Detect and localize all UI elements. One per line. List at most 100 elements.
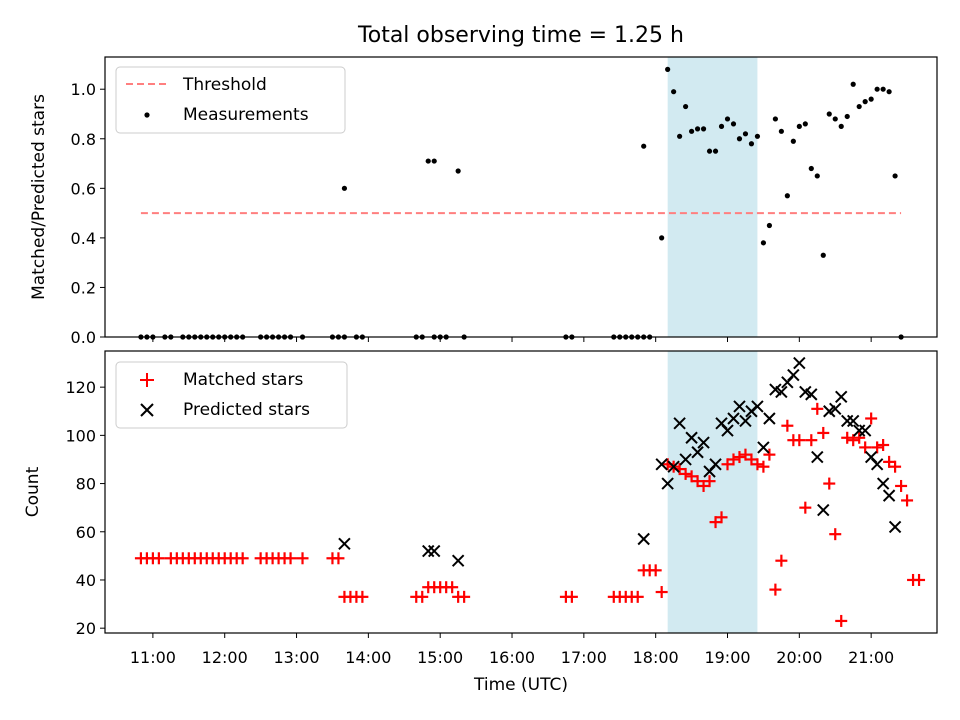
- x-tick-label: 21:00: [848, 648, 894, 667]
- measurement-point: [862, 99, 868, 105]
- matched-star-point: [703, 475, 716, 488]
- measurement-point: [868, 96, 874, 102]
- predicted-star-point: [846, 414, 860, 428]
- matched-star-point: [847, 434, 860, 447]
- predicted-star-point: [673, 417, 686, 430]
- bottom-y-tick-label: 20: [76, 619, 96, 638]
- measurement-point: [772, 116, 778, 122]
- matched-star-point: [631, 590, 644, 603]
- measurement-point: [425, 158, 431, 164]
- matched-star-point: [817, 426, 830, 439]
- measurement-point: [665, 66, 671, 72]
- measurement-point: [431, 158, 437, 164]
- matched-star-point: [877, 439, 890, 451]
- measurement-point: [724, 116, 731, 122]
- bottom-y-axis-label: Count: [23, 466, 43, 517]
- matched-star-point: [799, 501, 812, 514]
- predicted-star-point: [793, 356, 806, 370]
- x-axis-label: Time (UTC): [473, 675, 568, 695]
- measurement-point: [677, 133, 683, 139]
- top-panel: 0.0 0.2 0.4 0.6 0.8 1.0 Matched/Predicted sta…: [29, 56, 938, 347]
- measurement-point: [742, 131, 749, 137]
- matched-star-point: [655, 586, 668, 599]
- predicted-star-point: [697, 436, 710, 449]
- matched-star-point: [889, 460, 902, 473]
- measurement-point: [659, 235, 665, 241]
- matched-star-point: [565, 590, 578, 603]
- legend-predicted-label: Predicted stars: [183, 400, 310, 420]
- predicted-star-point: [721, 424, 734, 437]
- measurement-point: [838, 123, 844, 129]
- matched-star-point: [757, 460, 770, 473]
- predicted-star-point: [691, 446, 704, 459]
- legend-measurements-label: Measurements: [183, 105, 309, 125]
- predicted-star-point: [882, 489, 896, 502]
- measurement-point: [694, 126, 701, 132]
- predicted-star-point: [637, 532, 650, 546]
- top-observing-span: [667, 57, 758, 337]
- bottom-panel: 11:00 12:00 13:00 14:00 15:00 16:00 17:00 18:00…: [23, 350, 938, 695]
- predicted-star-point: [763, 412, 776, 425]
- measurement-point: [700, 126, 707, 132]
- predicted-star-point: [685, 431, 698, 444]
- bottom-y-tick-label: 40: [76, 571, 96, 590]
- measurement-point: [850, 81, 856, 87]
- x-tick-label: 19:00: [704, 648, 750, 667]
- matched-star-point: [871, 441, 884, 454]
- matched-star-point: [649, 564, 662, 577]
- measurement-point: [856, 103, 862, 110]
- predicted-star-point: [451, 554, 465, 567]
- legend-matched-label: Matched stars: [183, 370, 303, 390]
- top-y-tick-label: 0.8: [71, 130, 96, 149]
- measurement-point: [826, 111, 832, 117]
- measurement-point: [808, 165, 814, 172]
- measurement-point: [790, 138, 796, 144]
- measurement-point: [778, 128, 784, 134]
- measurement-point: [892, 173, 898, 179]
- matched-star-point: [841, 431, 854, 444]
- matched-star-point: [763, 448, 776, 461]
- top-y-tick-label: 0.2: [71, 278, 96, 297]
- measurement-point: [688, 128, 695, 134]
- measurement-point: [784, 193, 790, 199]
- predicted-star-point: [655, 458, 668, 471]
- x-tick-label: 11:00: [130, 648, 176, 667]
- measurement-point: [874, 86, 880, 92]
- bottom-y-tick-label: 100: [65, 426, 96, 445]
- predicted-star-point: [667, 460, 680, 473]
- measurement-point: [766, 222, 773, 229]
- predicted-star-point: [338, 537, 351, 551]
- x-tick-label: 14:00: [345, 648, 391, 667]
- bottom-axes-frame: [104, 350, 938, 634]
- matched-star-point: [332, 552, 345, 565]
- bottom-y-tick-label: 120: [65, 378, 96, 397]
- matched-star-point: [781, 419, 794, 432]
- x-tick-label: 18:00: [633, 648, 679, 667]
- bottom-observing-span: [667, 351, 758, 633]
- predicted-star-point: [876, 477, 890, 490]
- predicted-star-point: [888, 520, 902, 534]
- measurement-point: [341, 185, 348, 191]
- predicted-star-point: [709, 458, 722, 471]
- matched-star-point: [835, 614, 848, 627]
- matched-star-point: [284, 552, 297, 565]
- bottom-y-tick-label: 80: [76, 475, 96, 494]
- predicted-star-point: [858, 424, 872, 437]
- bottom-legend-box: [115, 361, 348, 429]
- predicted-star-point: [829, 402, 842, 416]
- predicted-star-point: [775, 385, 788, 399]
- legend-predicted-swatch: [140, 403, 154, 417]
- predicted-star-point: [751, 400, 764, 413]
- measurement-point: [832, 116, 838, 122]
- predicted-star-point: [733, 400, 746, 413]
- predicted-star-point: [428, 544, 441, 558]
- predicted-star-point: [679, 453, 692, 466]
- matched-star-point: [859, 441, 872, 454]
- top-y-tick-label: 0.6: [71, 179, 96, 198]
- top-y-tick-label: 0.0: [71, 328, 96, 347]
- matched-star-point: [901, 494, 914, 507]
- matched-star-point: [296, 552, 309, 565]
- predicted-star-point: [835, 390, 848, 404]
- measurement-point: [671, 89, 677, 95]
